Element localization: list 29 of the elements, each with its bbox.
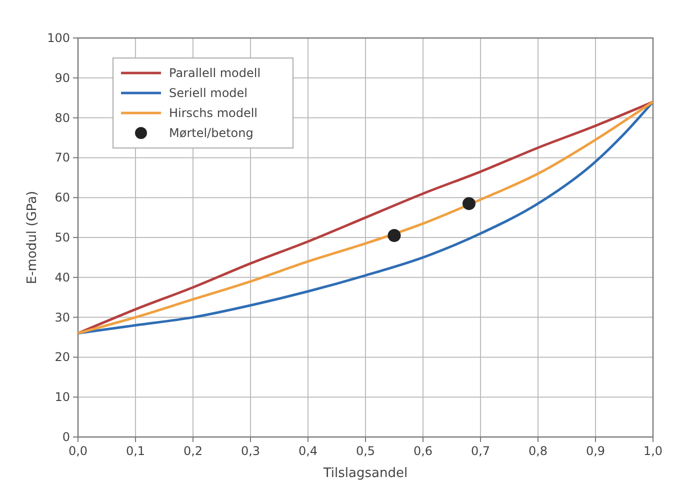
legend-label: Hirschs modell (169, 106, 258, 120)
y-tick-label: 30 (54, 310, 70, 324)
y-tick-label: 90 (54, 70, 70, 85)
y-tick-label: 80 (54, 110, 70, 125)
x-tick-label: 0,9 (586, 444, 606, 458)
y-tick-label: 0 (62, 430, 70, 444)
x-tick-label: 0,3 (240, 444, 260, 458)
y-tick-label: 70 (54, 150, 70, 165)
x-tick-label: 0,2 (183, 444, 203, 458)
x-axis-title: Tilslagsandel (322, 466, 408, 481)
legend-label: Mørtel/betong (169, 126, 254, 140)
y-tick-label: 10 (54, 390, 70, 404)
x-tick-label: 0,4 (298, 444, 318, 458)
y-axis-title: E-modul (GPa) (25, 190, 40, 284)
legend-label: Seriell model (169, 86, 248, 100)
y-tick-label: 50 (54, 230, 70, 244)
y-tick-label: 40 (54, 270, 70, 284)
y-tick-label: 20 (54, 350, 70, 364)
x-tick-label: 0,8 (528, 444, 548, 458)
legend-label: Parallell modell (169, 66, 261, 80)
y-tick-label: 60 (54, 190, 70, 205)
x-tick-label: 0,6 (413, 444, 433, 458)
x-tick-label: 0,5 (356, 444, 376, 458)
y-tick-label: 100 (47, 31, 70, 45)
x-tick-label: 0,0 (68, 444, 88, 458)
x-tick-label: 0,1 (126, 444, 146, 458)
x-tick-label: 1,0 (643, 444, 663, 458)
x-tick-label: 0,7 (470, 444, 490, 458)
line-series (76, 100, 654, 335)
